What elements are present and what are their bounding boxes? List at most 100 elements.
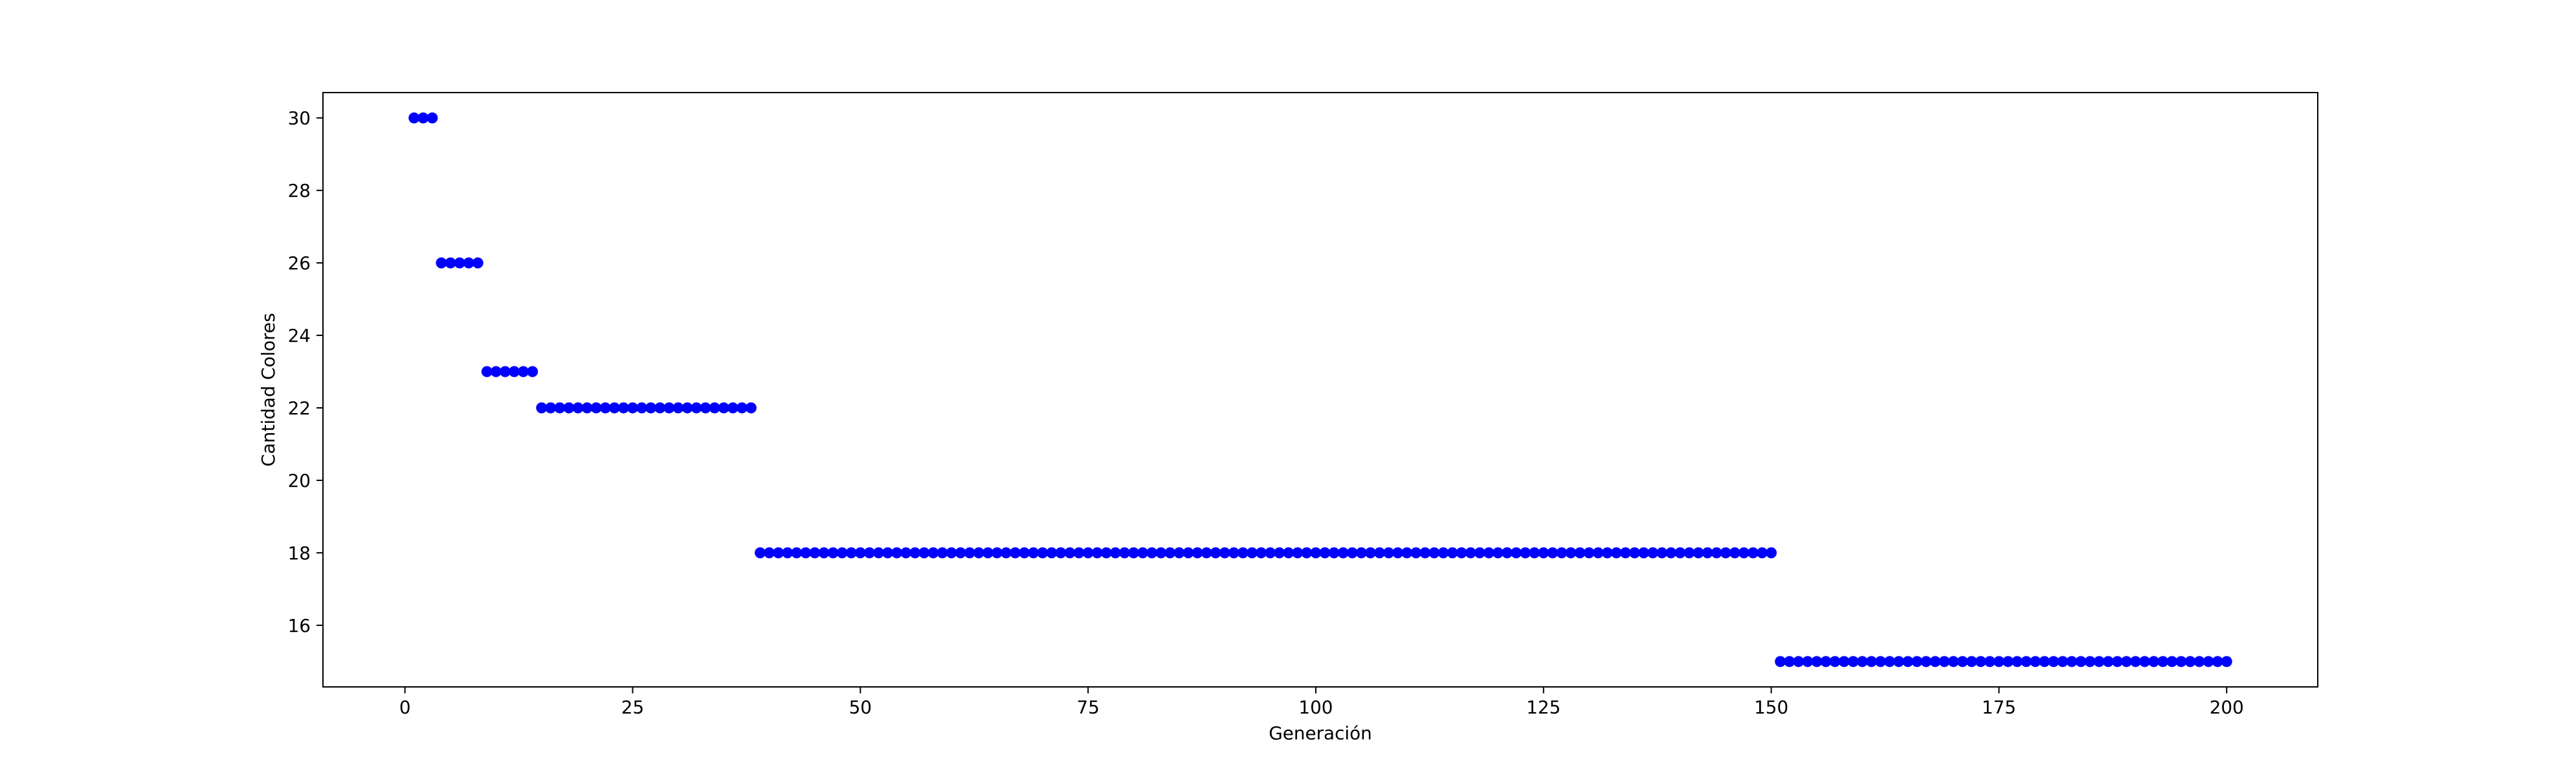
data-point bbox=[427, 112, 438, 124]
data-point bbox=[1847, 656, 1859, 667]
data-point bbox=[1128, 547, 1140, 559]
data-point bbox=[518, 366, 529, 377]
data-point bbox=[1155, 547, 1167, 559]
y-tick-label: 22 bbox=[288, 398, 311, 419]
data-point bbox=[1747, 547, 1759, 559]
data-point bbox=[1592, 547, 1604, 559]
data-point bbox=[1492, 547, 1504, 559]
data-point bbox=[1938, 656, 1950, 667]
x-tick-label: 100 bbox=[1298, 697, 1333, 718]
data-point bbox=[1738, 547, 1749, 559]
data-point bbox=[1656, 547, 1668, 559]
data-point bbox=[663, 402, 675, 414]
data-point bbox=[1237, 547, 1249, 559]
data-point bbox=[1465, 547, 1476, 559]
data-point bbox=[445, 257, 456, 269]
data-point bbox=[1274, 547, 1285, 559]
data-point bbox=[1574, 547, 1586, 559]
data-point bbox=[1957, 656, 1968, 667]
data-point bbox=[1183, 547, 1194, 559]
y-tick-label: 26 bbox=[288, 252, 311, 274]
data-point bbox=[964, 547, 975, 559]
data-point bbox=[2039, 656, 2050, 667]
data-point bbox=[1201, 547, 1212, 559]
data-points bbox=[408, 112, 2232, 667]
data-point bbox=[764, 547, 775, 559]
data-point bbox=[918, 547, 930, 559]
data-point bbox=[1766, 547, 1777, 559]
data-point bbox=[1109, 547, 1121, 559]
data-point bbox=[463, 257, 474, 269]
x-tick-label: 125 bbox=[1526, 697, 1560, 718]
data-point bbox=[1556, 547, 1568, 559]
data-point bbox=[572, 402, 584, 414]
data-point bbox=[1019, 547, 1030, 559]
data-point bbox=[545, 402, 557, 414]
data-point bbox=[982, 547, 994, 559]
data-point bbox=[872, 547, 884, 559]
data-point bbox=[854, 547, 866, 559]
data-point bbox=[527, 366, 539, 377]
data-point bbox=[946, 547, 957, 559]
data-point bbox=[1164, 547, 1176, 559]
data-point bbox=[1364, 547, 1376, 559]
data-point bbox=[1392, 547, 1404, 559]
data-point bbox=[791, 547, 803, 559]
data-point bbox=[1811, 656, 1823, 667]
data-point bbox=[1647, 547, 1659, 559]
data-point bbox=[636, 402, 648, 414]
data-point bbox=[2148, 656, 2160, 667]
data-point bbox=[2157, 656, 2169, 667]
data-point bbox=[1538, 547, 1549, 559]
data-point bbox=[2212, 656, 2223, 667]
x-tick-label: 175 bbox=[1982, 697, 2016, 718]
data-point bbox=[1884, 656, 1896, 667]
data-point bbox=[1265, 547, 1276, 559]
data-point bbox=[2066, 656, 2078, 667]
data-point bbox=[1911, 656, 1923, 667]
data-point bbox=[1902, 656, 1914, 667]
data-point bbox=[1610, 547, 1622, 559]
data-point bbox=[2048, 656, 2060, 667]
data-point bbox=[654, 402, 666, 414]
data-point bbox=[1055, 547, 1067, 559]
y-tick-label: 24 bbox=[288, 325, 311, 346]
data-point bbox=[1874, 656, 1886, 667]
data-point bbox=[863, 547, 875, 559]
data-point bbox=[1711, 547, 1722, 559]
data-point bbox=[1118, 547, 1130, 559]
data-point bbox=[2093, 656, 2105, 667]
data-point bbox=[845, 547, 857, 559]
y-tick-label: 20 bbox=[288, 470, 311, 491]
data-point bbox=[1064, 547, 1076, 559]
data-point bbox=[1000, 547, 1012, 559]
data-point bbox=[1301, 547, 1313, 559]
data-point bbox=[1256, 547, 1267, 559]
data-point bbox=[1037, 547, 1049, 559]
data-point bbox=[2166, 656, 2178, 667]
data-point bbox=[1328, 547, 1340, 559]
data-point bbox=[536, 402, 548, 414]
data-point bbox=[973, 547, 984, 559]
data-point bbox=[1073, 547, 1085, 559]
data-point bbox=[1683, 547, 1695, 559]
data-point bbox=[2203, 656, 2214, 667]
data-point bbox=[1793, 656, 1804, 667]
data-point bbox=[682, 402, 693, 414]
data-point bbox=[827, 547, 839, 559]
data-point bbox=[1292, 547, 1304, 559]
data-point bbox=[1520, 547, 1531, 559]
data-point bbox=[417, 112, 429, 124]
data-point bbox=[773, 547, 784, 559]
data-point bbox=[1920, 656, 1932, 667]
data-point bbox=[2193, 656, 2205, 667]
y-tick-label: 28 bbox=[288, 180, 311, 201]
y-axis-label: Cantidad Colores bbox=[258, 313, 279, 466]
data-point bbox=[672, 402, 684, 414]
data-point bbox=[554, 402, 566, 414]
data-point bbox=[1401, 547, 1413, 559]
data-point bbox=[454, 257, 465, 269]
data-point bbox=[2012, 656, 2023, 667]
